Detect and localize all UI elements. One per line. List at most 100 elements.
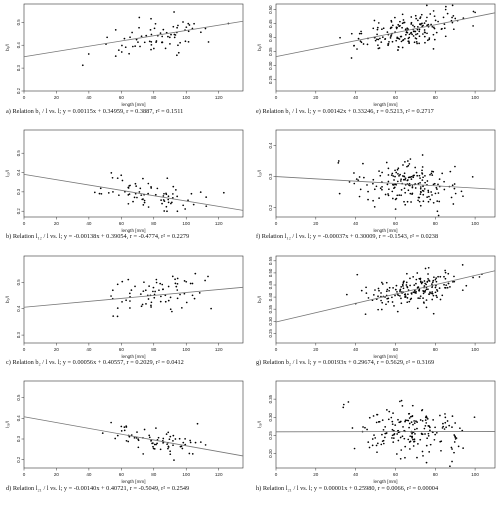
data-point-c xyxy=(129,300,131,302)
data-point-h xyxy=(422,451,424,453)
data-point-g xyxy=(409,285,411,287)
data-point-c xyxy=(192,294,194,296)
data-point-h xyxy=(392,429,394,431)
data-point-f xyxy=(407,201,409,203)
data-point-b xyxy=(100,187,102,189)
data-point-f xyxy=(414,167,416,169)
data-point-f xyxy=(385,194,387,196)
data-point-f xyxy=(438,201,440,203)
data-point-f xyxy=(388,174,390,176)
data-point-g xyxy=(422,297,424,299)
data-point-e xyxy=(367,44,369,46)
data-point-b xyxy=(166,210,168,212)
data-point-f xyxy=(412,187,414,189)
data-point-g xyxy=(400,286,402,288)
data-point-b xyxy=(168,195,170,197)
y-tick-label-h: 0.20 xyxy=(268,449,273,458)
data-point-g xyxy=(356,274,358,276)
data-point-c xyxy=(168,300,170,302)
data-point-b xyxy=(168,201,170,203)
data-point-d xyxy=(127,441,129,443)
data-point-g xyxy=(433,276,435,278)
data-point-e xyxy=(419,23,421,25)
data-point-e xyxy=(377,27,379,29)
data-point-h xyxy=(401,400,403,402)
caption-a: a) Relation b₁ / l vs. l; y = 0.00115x +… xyxy=(6,108,183,115)
data-point-b xyxy=(160,199,162,201)
data-point-c xyxy=(150,306,152,308)
data-point-h xyxy=(394,424,396,426)
data-point-f xyxy=(391,174,393,176)
data-point-g xyxy=(420,278,422,280)
data-point-a xyxy=(121,45,123,47)
data-point-f xyxy=(359,176,361,178)
data-point-h xyxy=(414,422,416,424)
data-point-h xyxy=(379,421,381,423)
data-point-f xyxy=(409,193,411,195)
data-point-f xyxy=(441,172,443,174)
data-point-h xyxy=(385,433,387,435)
data-point-g xyxy=(388,298,390,300)
data-point-g xyxy=(417,307,419,309)
data-point-h xyxy=(414,429,416,431)
data-point-f xyxy=(429,174,431,176)
data-point-f xyxy=(426,196,428,198)
data-point-h xyxy=(427,418,429,420)
data-point-f xyxy=(397,181,399,183)
data-point-c xyxy=(148,298,150,300)
data-point-b xyxy=(172,193,174,195)
data-point-g xyxy=(405,296,407,298)
x-tick-label-a: 20 xyxy=(54,95,60,100)
data-point-h xyxy=(383,443,385,445)
data-point-d xyxy=(162,438,164,440)
data-point-h xyxy=(405,419,407,421)
data-point-a xyxy=(185,40,187,42)
x-axis-label-e: length [mm] xyxy=(374,102,398,107)
data-point-h xyxy=(454,422,456,424)
data-point-h xyxy=(381,434,383,436)
data-point-f xyxy=(433,202,435,204)
data-point-h xyxy=(453,452,455,454)
x-tick-label-e: 80 xyxy=(433,95,439,100)
data-point-f xyxy=(388,181,390,183)
data-point-e xyxy=(379,38,381,40)
data-point-d xyxy=(181,446,183,448)
x-tick-label-g: 100 xyxy=(471,347,479,352)
data-point-g xyxy=(479,276,481,278)
data-point-e xyxy=(353,45,355,47)
data-point-g xyxy=(443,276,445,278)
data-point-c xyxy=(175,286,177,288)
x-tick-label-h: 40 xyxy=(353,472,359,477)
data-point-d xyxy=(197,423,199,425)
data-point-a xyxy=(115,55,117,57)
regression-line-c xyxy=(24,287,243,307)
y-tick-label-d: 0.2 xyxy=(16,456,21,463)
data-point-h xyxy=(402,435,404,437)
data-point-a xyxy=(178,52,180,54)
data-point-h xyxy=(402,405,404,407)
data-point-g xyxy=(382,283,384,285)
x-tick-label-b: 60 xyxy=(119,221,125,226)
data-point-h xyxy=(388,418,390,420)
data-point-h xyxy=(396,453,398,455)
x-tick-label-b: 0 xyxy=(23,221,26,226)
data-point-h xyxy=(416,428,418,430)
y-tick-label-e: 0.25 xyxy=(268,75,273,84)
data-point-f xyxy=(395,208,397,210)
data-point-b xyxy=(172,186,174,188)
data-point-a xyxy=(187,23,189,25)
data-point-c xyxy=(117,283,119,285)
data-point-h xyxy=(397,419,399,421)
data-point-e xyxy=(415,18,417,20)
data-point-e xyxy=(426,32,428,34)
data-point-f xyxy=(386,162,388,164)
data-point-g xyxy=(435,287,437,289)
x-tick-label-d: 0 xyxy=(23,472,26,477)
data-point-b xyxy=(166,177,168,179)
data-point-c xyxy=(156,279,158,281)
data-point-h xyxy=(409,417,411,419)
data-point-g xyxy=(378,290,380,292)
data-point-f xyxy=(372,179,374,181)
data-point-f xyxy=(401,189,403,191)
data-point-g xyxy=(361,290,363,292)
